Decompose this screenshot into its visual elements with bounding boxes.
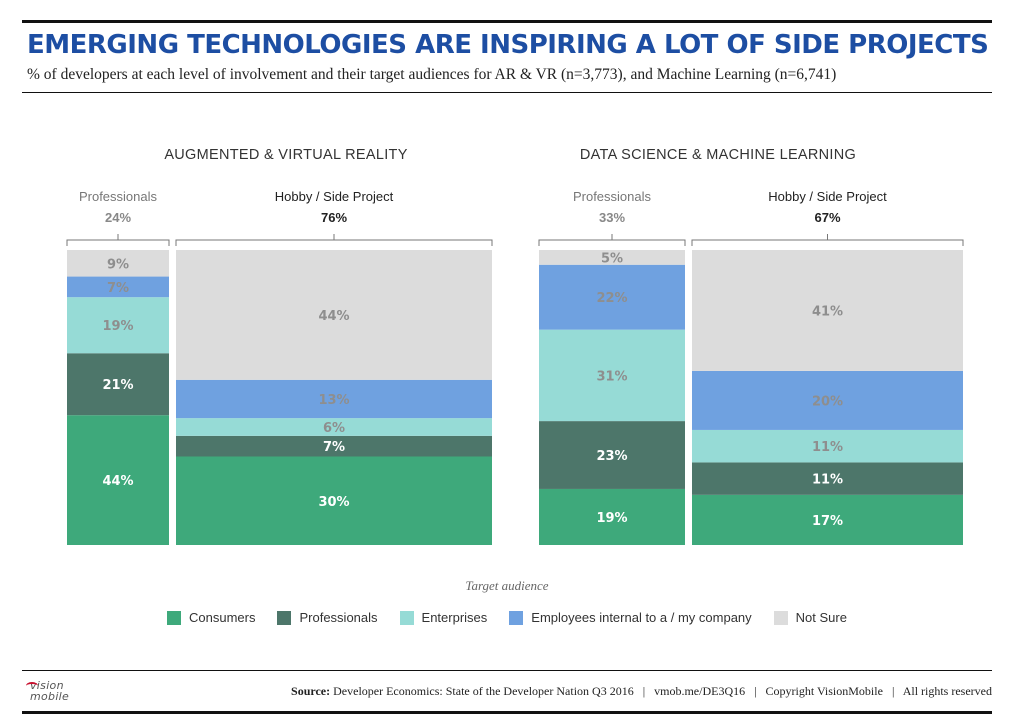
source-text: Developer Economics: State of the Develo… [333,684,634,698]
ar-vr-data-label-professionals-consumers: 44% [102,474,133,489]
ar-vr-data-label-hobby-side-project-not-sure: 44% [318,309,349,324]
legend-label: Professionals [299,610,378,625]
legend-title: Target audience [465,578,549,593]
ar-vr-bar-hobby-side-project-employees-internal-to-a-my-company [176,379,492,419]
data-science-data-label-professionals-professionals: 23% [596,449,627,464]
data-science-data-label-professionals-employees-internal-to-a-my-company: 22% [596,291,627,306]
ar-vr-group-label-1: Hobby / Side Project [275,189,394,204]
rights-text: All rights reserved [902,684,992,698]
legend-item-consumers: Consumers [167,610,255,625]
source-label: Source: [291,684,331,698]
data-science-group-label-0: Professionals [573,189,652,204]
ar-vr-bracket-0 [66,234,170,246]
data-science-data-label-hobby-side-project-enterprises: 11% [812,440,843,455]
visionmobile-logo: vision mobile [26,679,92,706]
data-science-data-label-professionals-not-sure: 5% [601,251,623,266]
data-science-group-share-0: 33% [599,210,625,225]
data-science-panel-title: DATA SCIENCE & MACHINE LEARNING [580,147,856,163]
ar-vr-panel-title: AUGMENTED & VIRTUAL REALITY [164,147,407,163]
legend-item-enterprises: Enterprises [399,610,488,625]
ar-vr-bracket-1 [175,234,493,246]
legend-label: Enterprises [421,610,488,625]
ar-vr-bar-hobby-side-project-professionals [176,435,492,457]
legend-label: Employees internal to a / my company [531,610,752,625]
data-science-bar-professionals-employees-internal-to-a-my-company [539,264,685,330]
data-science-bar-hobby-side-project-not-sure [692,250,963,371]
ar-vr-data-label-professionals-employees-internal-to-a-my-company: 7% [107,281,129,296]
ar-vr-bar-hobby-side-project-enterprises [176,418,492,436]
ar-vr-group-share-0: 24% [105,210,131,225]
stacked-bar-charts: AUGMENTED & VIRTUAL REALITY Professionals… [66,147,964,545]
ar-vr-bar-hobby-side-project-not-sure [176,250,492,380]
data-science-bar-professionals-consumers [539,488,685,545]
ar-vr-bar-professionals-consumers [67,415,169,545]
data-science-bar-professionals-enterprises [539,329,685,422]
ar-vr-bar-professionals-enterprises [67,297,169,354]
logo-swoosh-icon [26,682,38,690]
legend-item-employees-internal-to-a-my-company: Employees internal to a / my company [509,610,752,625]
footer-text: Source: Developer Economics: State of th… [291,684,992,698]
logo-line-2: mobile [30,690,70,703]
legend-item-not-sure: Not Sure [773,610,847,625]
copyright-text: Copyright VisionMobile [765,684,883,698]
data-science-bar-hobby-side-project-employees-internal-to-a-my-company [692,370,963,430]
legend-label: Consumers [189,610,256,625]
data-science-data-label-professionals-consumers: 19% [596,511,627,526]
data-science-bar-professionals-not-sure [539,250,685,265]
data-science-data-label-hobby-side-project-employees-internal-to-a-my-company: 20% [812,394,843,409]
legend-swatch [773,610,788,625]
data-science-bar-hobby-side-project-enterprises [692,429,963,463]
ar-vr-bar-hobby-side-project-consumers [176,456,492,545]
ar-vr-data-label-hobby-side-project-employees-internal-to-a-my-company: 13% [318,393,349,408]
legend-swatch [277,610,292,625]
data-science-data-label-hobby-side-project-not-sure: 41% [812,304,843,319]
legend-swatch [399,610,414,625]
ar-vr-data-label-hobby-side-project-professionals: 7% [323,440,345,455]
legend-label: Not Sure [795,610,847,625]
chart-subtitle: % of developers at each level of involve… [27,66,837,83]
source-link[interactable]: vmob.me/DE3Q16 [654,684,746,698]
ar-vr-bar-professionals-not-sure [67,250,169,277]
header-rule [22,92,992,93]
data-science-bar-hobby-side-project-professionals [692,462,963,495]
chart-title: EMERGING TECHNOLOGIES ARE INSPIRING A LO… [27,30,989,60]
top-rule [22,20,992,23]
legend-swatch [509,610,524,625]
data-science-bracket-0 [538,234,686,246]
legend-item-professionals: Professionals [277,610,378,625]
ar-vr-data-label-hobby-side-project-consumers: 30% [318,495,349,510]
ar-vr-group-share-1: 76% [321,210,347,225]
data-science-data-label-professionals-enterprises: 31% [596,369,627,384]
ar-vr-bar-professionals-employees-internal-to-a-my-company [67,276,169,298]
ar-vr-group-label-0: Professionals [79,189,158,204]
ar-vr-data-label-professionals-professionals: 21% [102,378,133,393]
data-science-group-label-1: Hobby / Side Project [768,189,887,204]
logo-line-1: vision [30,679,64,692]
data-science-data-label-hobby-side-project-professionals: 11% [812,473,843,488]
data-science-bar-professionals-professionals [539,421,685,489]
legend: Consumers Professionals Enterprises Employe… [0,610,1014,625]
data-science-bracket-1 [691,234,964,246]
ar-vr-bar-professionals-professionals [67,353,169,416]
data-science-group-share-1: 67% [814,210,840,225]
ar-vr-data-label-professionals-enterprises: 19% [102,319,133,334]
footer-rule-top [22,670,992,671]
ar-vr-data-label-hobby-side-project-enterprises: 6% [323,421,345,436]
legend-swatch [167,610,182,625]
data-science-data-label-hobby-side-project-consumers: 17% [812,514,843,529]
ar-vr-data-label-professionals-not-sure: 9% [107,257,129,272]
data-science-bar-hobby-side-project-consumers [692,494,963,545]
footer-rule-bottom [22,711,992,714]
